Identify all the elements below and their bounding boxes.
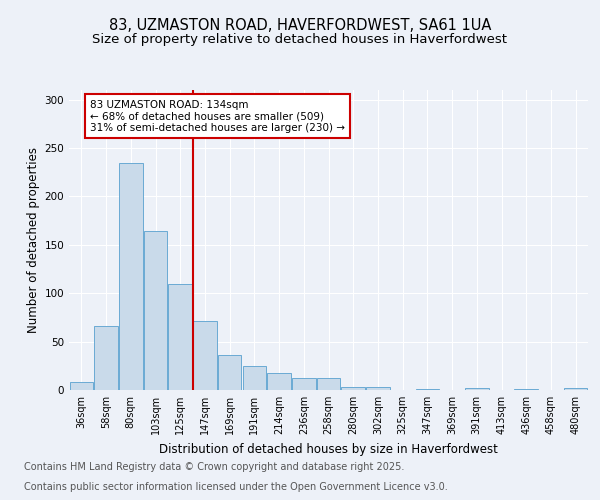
Bar	[564, 388, 587, 390]
Bar	[144, 232, 167, 390]
Bar	[119, 162, 143, 390]
Bar	[514, 389, 538, 390]
Text: Size of property relative to detached houses in Haverfordwest: Size of property relative to detached ho…	[92, 32, 508, 46]
Y-axis label: Number of detached properties: Number of detached properties	[27, 147, 40, 333]
Bar	[465, 388, 488, 390]
Text: 83 UZMASTON ROAD: 134sqm
← 68% of detached houses are smaller (509)
31% of semi-: 83 UZMASTON ROAD: 134sqm ← 68% of detach…	[90, 100, 345, 133]
Text: Contains HM Land Registry data © Crown copyright and database right 2025.: Contains HM Land Registry data © Crown c…	[24, 462, 404, 472]
Text: Contains public sector information licensed under the Open Government Licence v3: Contains public sector information licen…	[24, 482, 448, 492]
Bar	[341, 387, 365, 390]
Bar	[242, 366, 266, 390]
Bar	[94, 326, 118, 390]
Bar	[70, 382, 93, 390]
Bar	[169, 284, 192, 390]
Bar	[268, 372, 291, 390]
Bar	[366, 387, 389, 390]
Bar	[292, 378, 316, 390]
Bar	[193, 322, 217, 390]
Text: 83, UZMASTON ROAD, HAVERFORDWEST, SA61 1UA: 83, UZMASTON ROAD, HAVERFORDWEST, SA61 1…	[109, 18, 491, 32]
Bar	[218, 355, 241, 390]
X-axis label: Distribution of detached houses by size in Haverfordwest: Distribution of detached houses by size …	[159, 442, 498, 456]
Bar	[416, 389, 439, 390]
Bar	[317, 378, 340, 390]
